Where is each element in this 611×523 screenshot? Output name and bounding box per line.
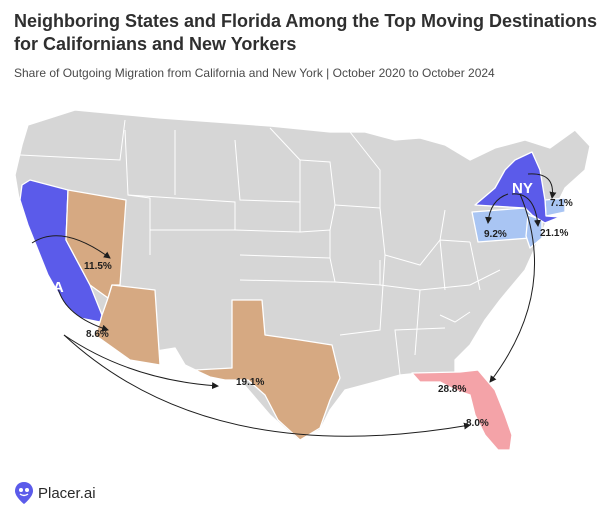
share-labels: 11.5% 8.6% 19.1% 8.0% 7.1% 9.2% 21.1% 28… [84,198,573,429]
label-connecticut-share: 7.1% [550,198,573,209]
us-migration-map: CA NY 11.5% 8.6% 19.1% 8.0% 7.1% 9.2% 21… [14,109,591,451]
placer-pin-icon [15,482,33,504]
arc-ca-arizona [57,287,109,332]
state-florida [411,369,513,451]
label-pennsylvania-share: 9.2% [484,229,507,240]
state-texas [194,299,341,441]
label-florida-share-ny: 28.8% [438,384,466,395]
label-texas-share: 19.1% [236,377,264,388]
arc-ny-connecticut [527,173,557,199]
label-florida-share-ca: 8.0% [466,418,489,429]
origin-label-ca: CA [42,279,64,296]
brand-logo: Placer.ai [14,478,96,508]
origin-label-ny: NY [512,180,533,197]
arc-ny-new-jersey [511,193,541,227]
arc-ca-florida [63,334,471,437]
label-arizona-share: 8.6% [86,329,109,340]
label-nevada-share: 11.5% [84,261,112,272]
label-new-jersey-share: 21.1% [540,228,568,239]
brand-name: Placer.ai [38,484,96,502]
state-new-york [474,151,561,224]
chart-subtitle: Share of Outgoing Migration from Califor… [14,66,495,80]
arc-ny-florida [489,193,535,383]
arc-ca-nevada [31,235,111,259]
chart-title: Neighboring States and Florida Among the… [14,11,598,54]
state-borders [19,119,501,376]
state-arizona [94,284,161,366]
arc-ca-texas [63,334,219,390]
arc-ny-pennsylvania [485,193,509,224]
flow-arcs [31,173,557,437]
